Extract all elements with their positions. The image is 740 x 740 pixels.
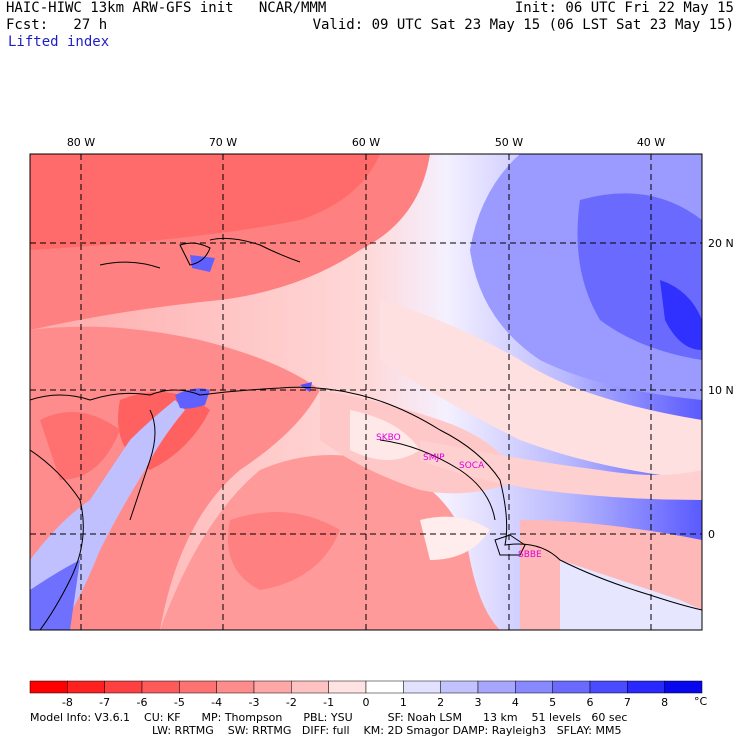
- colorbar-swatch: [552, 680, 591, 694]
- colorbar-swatch: [403, 680, 441, 694]
- colorbar-swatch: [291, 680, 329, 694]
- colorbar-tick-label: 3: [475, 696, 482, 709]
- lat-label-10n: 10 N: [708, 384, 734, 397]
- colorbar-unit: °C: [694, 695, 708, 708]
- model-title: HAIC-HIWC 13km ARW-GFS init NCAR/MMM: [6, 0, 327, 16]
- colorbar-tick-label: 7: [624, 696, 631, 709]
- lon-label-70w: 70 W: [209, 136, 237, 149]
- colorbar-tick-label: 8: [661, 696, 668, 709]
- colorbar-tick-label: 0: [363, 696, 370, 709]
- lon-label-80w: 80 W: [67, 136, 95, 149]
- colorbar-swatch: [589, 680, 628, 694]
- colorbar-swatch: [141, 680, 180, 694]
- colorbar-swatch: [216, 680, 255, 694]
- station-label: SOCA: [459, 461, 485, 471]
- header-right: Init: 06 UTC Fri 22 May 15 Valid: 09 UTC…: [313, 0, 734, 34]
- colorbar-swatch: [627, 680, 665, 694]
- station-label: SMJP: [423, 453, 445, 463]
- footer-physics-info: LW: RRTMG SW: RRTMG DIFF: full KM: 2D Sm…: [152, 724, 622, 737]
- colorbar-swatch: [440, 680, 479, 694]
- colorbar-swatch: [179, 680, 217, 694]
- colorbar-tick-label: -3: [249, 696, 260, 709]
- colorbar-tick-label: 2: [437, 696, 444, 709]
- colorbar-swatch: [67, 680, 105, 694]
- coastlines: [30, 237, 702, 630]
- colorbar-tick-label: -2: [286, 696, 297, 709]
- variable-title: Lifted index: [8, 34, 110, 50]
- colorbar: -8 -7 -6 -5 -4 -3 -2 -1 0 1 2 3 4 5 6 7 8: [29, 680, 703, 709]
- lat-label-0: 0: [708, 528, 715, 541]
- colorbar-swatch: [515, 680, 553, 694]
- colorbar-swatch: [477, 680, 516, 694]
- map-frame: [29, 153, 703, 631]
- lat-label-20n: 20 N: [708, 237, 734, 250]
- init-time: Init: 06 UTC Fri 22 May 15: [514, 0, 734, 16]
- colorbar-swatch: [365, 680, 404, 694]
- colorbar-swatch: [664, 680, 703, 694]
- lon-label-40w: 40 W: [637, 136, 665, 149]
- lifted-index-field: [30, 154, 702, 630]
- lon-label-50w: 50 W: [495, 136, 523, 149]
- colorbar-tick-label: 1: [400, 696, 407, 709]
- station-label: SKBO: [376, 433, 401, 443]
- colorbar-tick-label: -6: [137, 696, 148, 709]
- colorbar-swatch: [328, 680, 367, 694]
- colorbar-tick-label: -8: [62, 696, 73, 709]
- colorbar-swatch: [104, 680, 143, 694]
- footer-model-info: Model Info: V3.6.1 CU: KF MP: Thompson P…: [30, 711, 628, 724]
- colorbar-tick-label: -7: [99, 696, 110, 709]
- colorbar-swatch: [29, 680, 68, 694]
- colorbar-tick-label: -4: [211, 696, 222, 709]
- colorbar-tick-label: -1: [323, 696, 334, 709]
- colorbar-tick-label: 5: [549, 696, 556, 709]
- colorbar-tick-label: 6: [587, 696, 594, 709]
- colorbar-tick-label: 4: [512, 696, 519, 709]
- valid-time: Valid: 09 UTC Sat 23 May 15 (06 LST Sat …: [312, 17, 734, 33]
- header-left: HAIC-HIWC 13km ARW-GFS init NCAR/MMM Fcs…: [6, 0, 326, 34]
- station-label: SBBE: [518, 550, 542, 560]
- colorbar-swatch: [253, 680, 292, 694]
- graticule: [30, 154, 702, 630]
- colorbar-tick-label: -5: [174, 696, 185, 709]
- lon-label-60w: 60 W: [352, 136, 380, 149]
- forecast-hour: Fcst: 27 h: [6, 17, 108, 33]
